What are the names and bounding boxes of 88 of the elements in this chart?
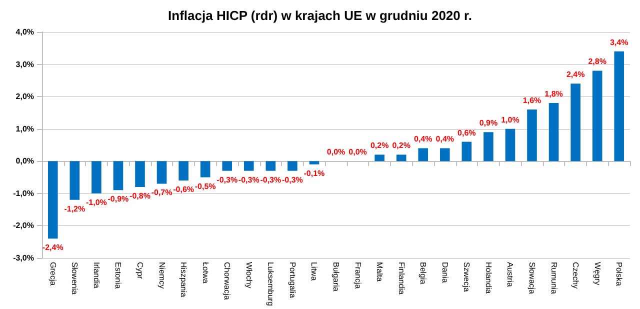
bar: [48, 161, 58, 239]
bar: [266, 161, 276, 171]
data-label: 0,2%: [392, 141, 410, 150]
data-label: 3,4%: [610, 38, 628, 47]
bar: [505, 128, 516, 162]
x-tick-label: Łotwa: [200, 262, 210, 284]
x-tick-label: Malta: [375, 262, 384, 282]
bar: [614, 51, 624, 162]
data-label: -0,8%: [130, 191, 150, 200]
x-tick-label: Polska: [614, 262, 624, 287]
bar: [156, 161, 167, 184]
x-tick-label: Portugalia: [288, 262, 297, 299]
bar: [135, 161, 145, 187]
x-tick-label: Dania: [440, 262, 450, 284]
y-tick-label: 1,0%: [16, 124, 34, 134]
x-tick-label: Irlandia: [92, 262, 101, 289]
bar: [396, 154, 406, 162]
y-tick-label: 4,0%: [16, 28, 34, 36]
y-tick-label: 3,0%: [16, 60, 34, 69]
x-tick-label: Luksemburg: [266, 262, 276, 306]
x-tick-label: Austria: [506, 262, 515, 288]
x-tick-label: Litwa: [310, 262, 319, 282]
data-label: 0,4%: [414, 134, 432, 144]
data-label: 0,0%: [326, 148, 346, 157]
data-label: 2,8%: [588, 57, 606, 66]
x-tick-label: Szwecja: [462, 262, 472, 292]
x-tick-label: Niemcy: [157, 262, 166, 289]
bar: [113, 161, 124, 190]
x-tick-label: Węgry: [592, 262, 602, 286]
data-label: -0,7%: [151, 188, 172, 198]
y-tick-label: -2,0%: [13, 221, 34, 230]
data-label: 1,6%: [522, 96, 542, 105]
x-tick-label: Estonia: [114, 262, 123, 290]
x-tick-label: Francja: [353, 262, 362, 290]
y-tick-label: 0,0%: [16, 156, 34, 166]
data-label: 0,9%: [479, 118, 498, 128]
bar: [440, 148, 450, 162]
data-label: 1,0%: [501, 115, 520, 124]
bar: [570, 84, 580, 162]
data-label: -1,0%: [86, 198, 107, 207]
x-tick-label: Belgia: [418, 262, 428, 285]
bar: [222, 161, 232, 171]
bar: [244, 161, 254, 171]
data-label: 0,0%: [348, 148, 367, 157]
data-label: -0,9%: [108, 194, 129, 204]
data-label: 0,2%: [370, 141, 389, 150]
data-label: -0,3%: [282, 175, 303, 184]
data-label: -0,1%: [304, 168, 325, 178]
bar: [548, 103, 559, 162]
bar: [178, 161, 188, 180]
bar: [288, 161, 298, 171]
bar: [418, 148, 428, 162]
x-tick-label: Włochy: [244, 262, 254, 288]
data-label: 0,4%: [436, 134, 454, 144]
x-tick-label: Słowacja: [528, 262, 536, 295]
data-label: -1,2%: [64, 204, 86, 214]
data-label: 0,6%: [458, 128, 476, 138]
data-label: -0,5%: [194, 182, 216, 191]
data-label: -0,6%: [173, 185, 194, 194]
bar: [70, 161, 80, 200]
y-tick-label: -3,0%: [13, 253, 34, 262]
bar: [309, 161, 320, 164]
y-tick-label: -1,0%: [13, 188, 34, 198]
data-label: -0,3%: [216, 175, 238, 184]
bar: [527, 109, 537, 162]
data-label: 1,8%: [544, 90, 563, 99]
x-tick-label: Hiszpania: [179, 262, 188, 298]
chart-title: Inflacja HICP (rdr) w krajach UE w grudniu 2020 r.: [168, 8, 472, 23]
bar: [200, 161, 210, 178]
bar: [484, 132, 494, 162]
y-tick-label: 2,0%: [16, 92, 34, 102]
data-label: -2,4%: [42, 243, 64, 252]
x-tick-label: Chorwacja: [222, 262, 232, 300]
data-label: 2,4%: [566, 70, 585, 80]
bar: [374, 154, 384, 162]
bar: [92, 161, 102, 194]
x-tick-label: Finlandia: [396, 262, 406, 295]
bar: [592, 70, 602, 162]
x-tick-label: Cypr: [136, 262, 144, 280]
x-tick-label: Grecja: [48, 262, 58, 286]
x-tick-label: Czechy: [571, 262, 580, 289]
x-tick-label: Holandia: [484, 262, 493, 294]
data-label: -0,3%: [260, 175, 282, 184]
x-tick-label: Bułgaria: [332, 262, 340, 292]
x-tick-label: Słowenia: [70, 262, 80, 295]
bar: [462, 142, 472, 162]
x-tick-label: Rumunia: [549, 262, 558, 295]
data-label: -0,3%: [238, 175, 260, 184]
